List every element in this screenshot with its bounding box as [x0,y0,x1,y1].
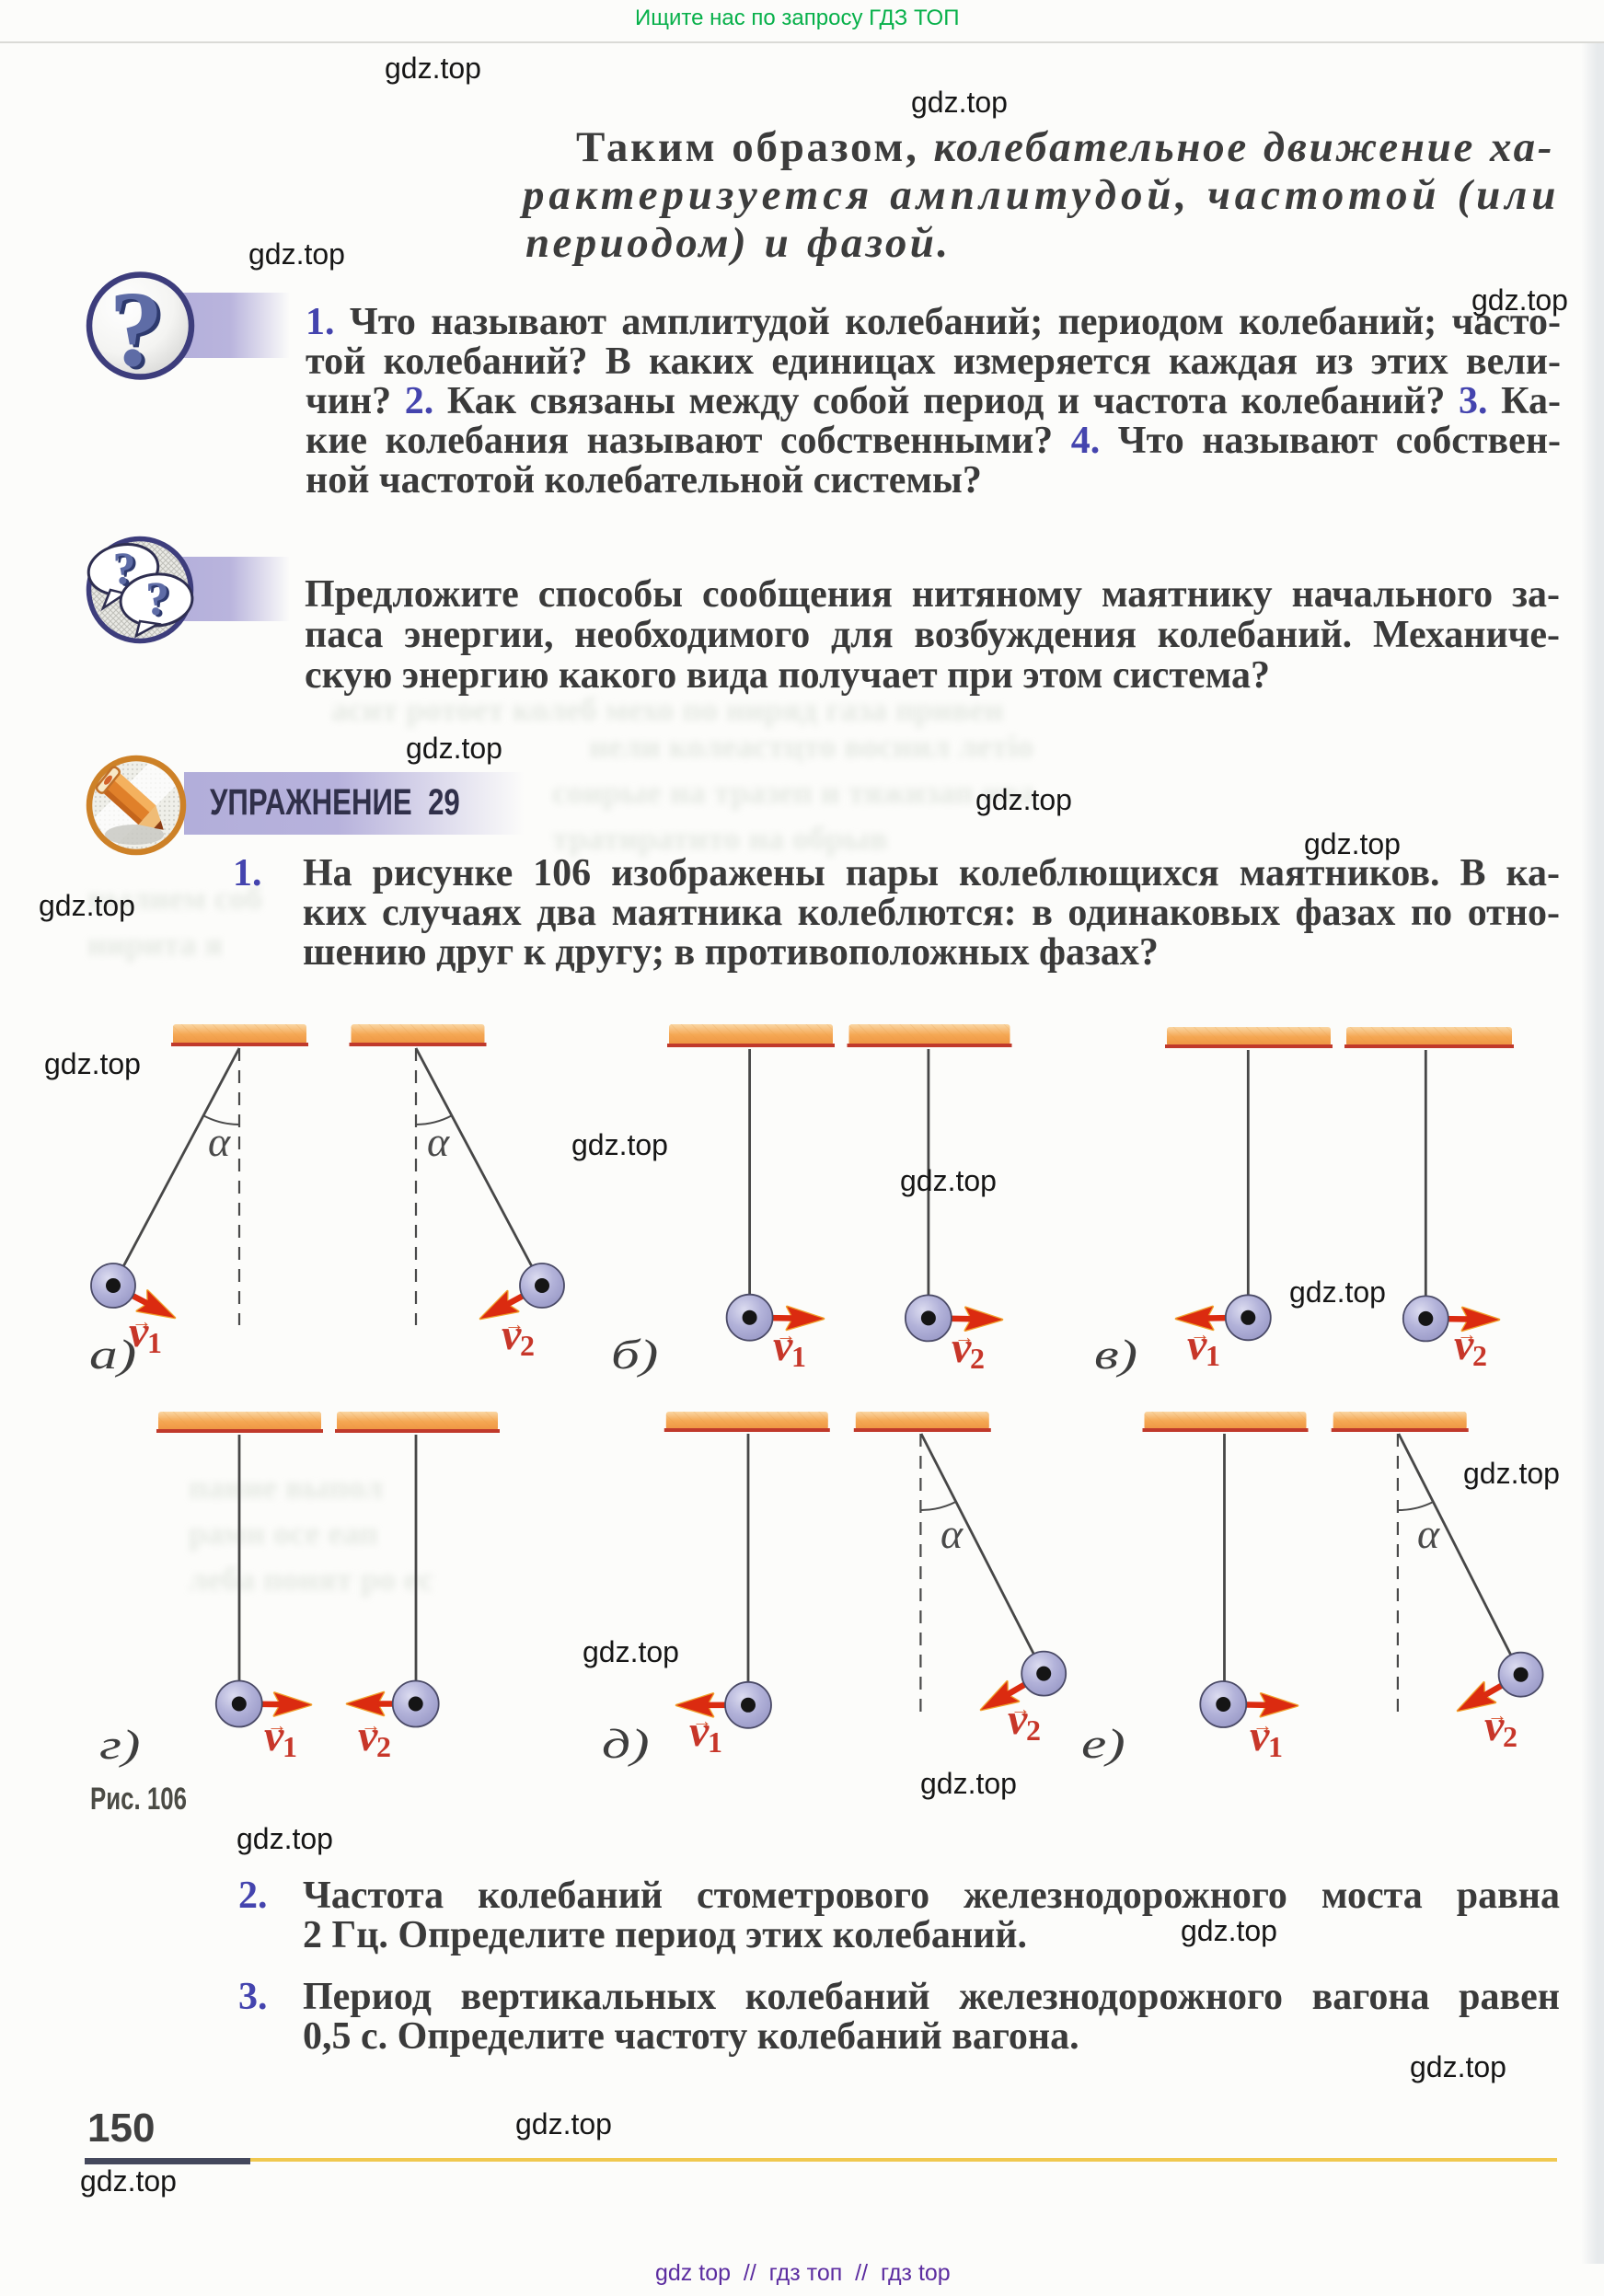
svg-text:?: ? [113,542,136,594]
svg-text:v: v [952,1323,972,1372]
svg-text:→: → [504,1312,525,1335]
svg-text:→: → [132,1310,152,1333]
svg-text:v: v [1250,1712,1270,1760]
svg-text:v: v [773,1321,793,1370]
svg-text:α: α [1417,1510,1440,1557]
svg-text:v: v [689,1707,710,1756]
svg-text:2: 2 [1026,1713,1041,1747]
svg-text:→: → [776,1323,796,1346]
svg-text:α: α [208,1118,231,1165]
svg-text:2: 2 [520,1329,535,1362]
svg-text:2: 2 [1503,1720,1517,1753]
svg-text:α: α [940,1510,964,1557]
svg-text:?: ? [113,271,167,385]
svg-text:v: v [1454,1321,1474,1369]
svg-text:→: → [692,1709,712,1732]
svg-text:б): б) [611,1332,658,1379]
svg-text:α: α [427,1118,450,1165]
svg-text:в): в) [1094,1332,1137,1379]
svg-text:→: → [1190,1322,1210,1345]
svg-text:v: v [264,1712,284,1760]
svg-text:?: ? [116,544,139,595]
svg-text:1: 1 [1206,1339,1220,1372]
svg-text:v: v [1187,1321,1207,1369]
svg-text:v: v [129,1308,149,1356]
svg-text:2: 2 [970,1342,985,1375]
svg-text:д): д) [602,1721,650,1768]
svg-text:v: v [358,1712,378,1760]
svg-text:2: 2 [1472,1339,1487,1372]
svg-text:?: ? [145,573,169,626]
svg-text:1: 1 [791,1340,806,1373]
svg-text:→: → [954,1325,975,1348]
svg-text:v: v [502,1310,522,1359]
svg-text:→: → [1252,1713,1273,1736]
svg-text:1: 1 [1268,1730,1283,1763]
svg-text:?: ? [148,575,172,628]
svg-text:→: → [1457,1322,1477,1345]
svg-text:v: v [1008,1695,1028,1744]
svg-text:а): а) [89,1332,136,1379]
svg-text:v: v [1484,1702,1505,1750]
svg-text:1: 1 [708,1725,722,1759]
svg-text:е): е) [1081,1721,1125,1768]
svg-text:→: → [267,1713,287,1736]
svg-text:2: 2 [376,1730,391,1763]
svg-text:1: 1 [283,1730,297,1763]
svg-text:→: → [1487,1703,1507,1726]
svg-text:→: → [361,1713,381,1736]
svg-text:г): г) [99,1722,140,1769]
svg-text:→: → [1010,1697,1031,1720]
svg-text:?: ? [110,269,164,385]
svg-text:1: 1 [147,1326,162,1359]
